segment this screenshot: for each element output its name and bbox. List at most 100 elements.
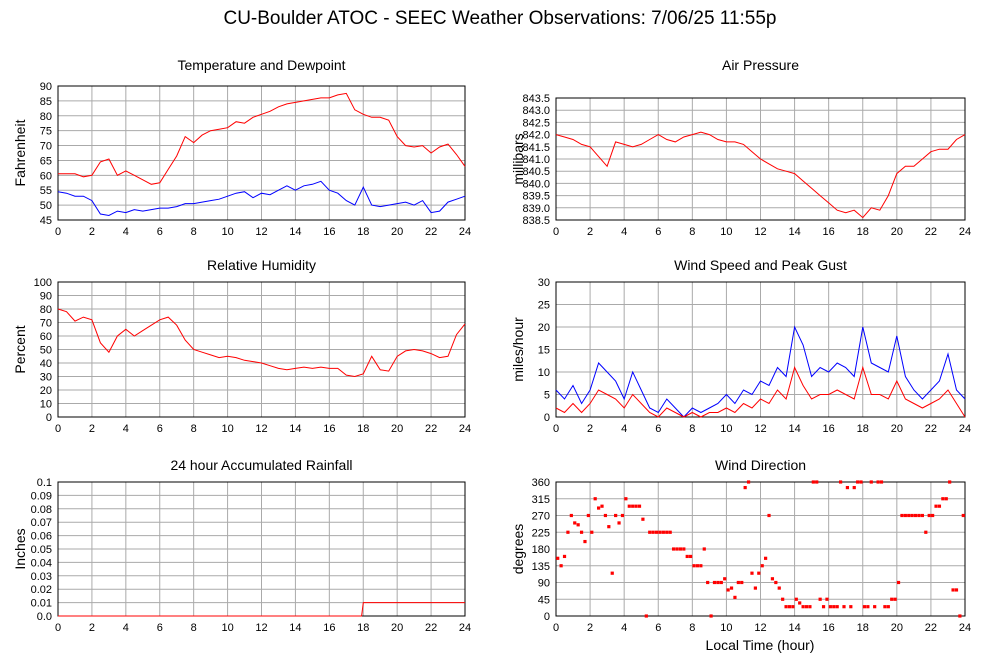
data-point [913, 513, 918, 518]
y-tick-label: 80 [40, 304, 52, 316]
x-tick-label: 24 [959, 622, 971, 634]
x-tick-label: 20 [891, 622, 903, 634]
data-point [931, 513, 935, 518]
data-point [941, 497, 945, 501]
x-tick-label: 20 [391, 423, 403, 435]
y-tick-label: 30 [538, 277, 550, 289]
y-tick-label: 85 [40, 96, 52, 108]
y-tick-label: 60 [40, 170, 52, 182]
data-point [699, 564, 703, 568]
x-tick-label: 16 [323, 622, 335, 634]
data-point [556, 556, 560, 560]
y-tick-label: 90 [40, 291, 52, 303]
data-point [961, 513, 965, 518]
x-tick-label: 4 [123, 423, 129, 435]
data-point [712, 580, 717, 585]
data-point [665, 530, 669, 534]
x-tick-label: 0 [55, 622, 61, 634]
y-tick-label: 75 [40, 126, 52, 138]
y-tick-label: 843.0 [522, 105, 550, 117]
data-point [924, 530, 928, 534]
data-point [726, 588, 730, 592]
y-tick-label: 0 [46, 412, 52, 424]
data-point [944, 497, 948, 501]
data-point [658, 530, 662, 534]
y-axis-label: Fahrenheit [12, 119, 28, 186]
data-point [893, 597, 897, 601]
y-tick-label: 225 [532, 527, 550, 539]
data-point [910, 513, 914, 518]
data-point [886, 605, 890, 609]
data-point [736, 580, 740, 585]
data-point [569, 513, 573, 518]
x-tick-label: 14 [788, 423, 800, 435]
y-tick-label: 0.05 [31, 544, 52, 556]
x-tick-label: 6 [655, 423, 661, 435]
data-point [832, 605, 836, 609]
data-point [757, 571, 761, 575]
x-tick-label: 18 [357, 423, 369, 435]
data-point [702, 547, 706, 551]
x-tick-label: 6 [157, 226, 163, 238]
data-point [753, 586, 757, 590]
y-tick-label: 842.5 [522, 117, 550, 129]
y-tick-label: 270 [532, 511, 550, 523]
data-point [896, 580, 901, 585]
data-point [627, 504, 631, 508]
data-point [617, 521, 621, 525]
y-tick-label: 30 [40, 372, 52, 384]
y-tick-label: 90 [40, 81, 52, 93]
plot-frame [555, 481, 966, 617]
data-point [818, 597, 822, 601]
y-tick-label: 100 [34, 277, 52, 289]
data-point [794, 597, 798, 601]
plot-frame [555, 281, 966, 418]
x-tick-label: 20 [891, 423, 903, 435]
y-tick-label: 0.08 [31, 504, 52, 516]
data-point [733, 595, 737, 599]
x-tick-label: 20 [891, 226, 903, 238]
y-tick-label: 315 [532, 494, 550, 506]
y-tick-label: 840.5 [522, 166, 550, 178]
data-point [774, 580, 778, 585]
y-tick-label: 135 [532, 561, 550, 573]
y-tick-label: 840.0 [522, 178, 550, 190]
x-tick-label: 10 [221, 226, 233, 238]
data-point [692, 564, 696, 568]
data-point [579, 530, 584, 534]
data-point [873, 605, 877, 609]
x-tick-label: 4 [621, 423, 627, 435]
x-tick-label: 16 [323, 423, 335, 435]
x-tick-label: 14 [289, 423, 301, 435]
y-tick-label: 843.5 [522, 93, 550, 105]
x-tick-label: 24 [459, 423, 471, 435]
x-tick-label: 14 [289, 622, 301, 634]
plot-frame [57, 85, 466, 221]
y-tick-label: 15 [538, 345, 550, 357]
y-tick-label: 839.5 [522, 191, 550, 203]
x-tick-label: 10 [720, 226, 732, 238]
data-point [668, 530, 672, 534]
data-point [559, 564, 563, 568]
data-point [651, 530, 655, 534]
x-tick-label: 10 [221, 622, 233, 634]
data-point [777, 586, 781, 590]
x-tick-label: 10 [720, 622, 732, 634]
chart-2: 0 2 4 6 8 10 12 14 16 18 20 22 240102030405060708090… [12, 257, 471, 435]
data-point [948, 480, 952, 484]
chart-4: 0 2 4 6 8 10 12 14 16 18 20 22 240.00.010.020.030.04… [12, 457, 471, 634]
data-point [573, 521, 577, 525]
series-line-0 [555, 131, 966, 219]
x-tick-label: 24 [959, 423, 971, 435]
y-tick-label: 0.07 [31, 517, 52, 529]
data-point [903, 513, 907, 518]
chart-title: Wind Speed and Peak Gust [674, 257, 847, 273]
x-tick-label: 22 [425, 423, 437, 435]
x-tick-label: 0 [553, 622, 559, 634]
x-tick-label: 0 [55, 423, 61, 435]
x-tick-label: 8 [689, 423, 695, 435]
x-tick-label: 20 [391, 226, 403, 238]
x-tick-label: 18 [357, 622, 369, 634]
